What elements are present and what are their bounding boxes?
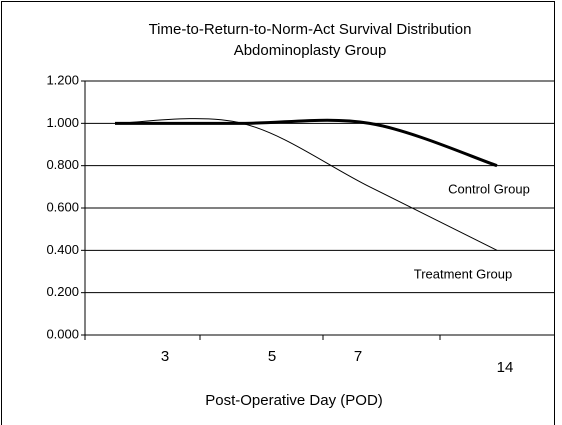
- y-tick-label: 0.600: [46, 199, 79, 214]
- series-line: [114, 118, 498, 168]
- x-tick-label: 3: [161, 348, 169, 365]
- chart-subtitle: Abdominoplasty Group: [234, 42, 387, 59]
- x-axis-label: Post-Operative Day (POD): [205, 392, 383, 409]
- chart-title: Time-to-Return-to-Norm-Act Survival Dist…: [149, 21, 472, 38]
- y-tick-label: 0.800: [46, 157, 79, 172]
- y-tick-label: 0.400: [46, 242, 79, 257]
- x-tick-label: 14: [497, 359, 514, 376]
- x-tick-label: 5: [268, 348, 276, 365]
- y-tick-label: 0.200: [46, 284, 79, 299]
- y-tick-label: 1.000: [46, 115, 79, 130]
- series-label: Control Group: [448, 181, 530, 196]
- x-tick-label: 7: [354, 348, 362, 365]
- series-label: Treatment Group: [414, 266, 513, 281]
- y-tick-label: 1.200: [46, 72, 79, 87]
- y-tick-label: 0.000: [46, 326, 79, 341]
- series-line: [114, 118, 498, 251]
